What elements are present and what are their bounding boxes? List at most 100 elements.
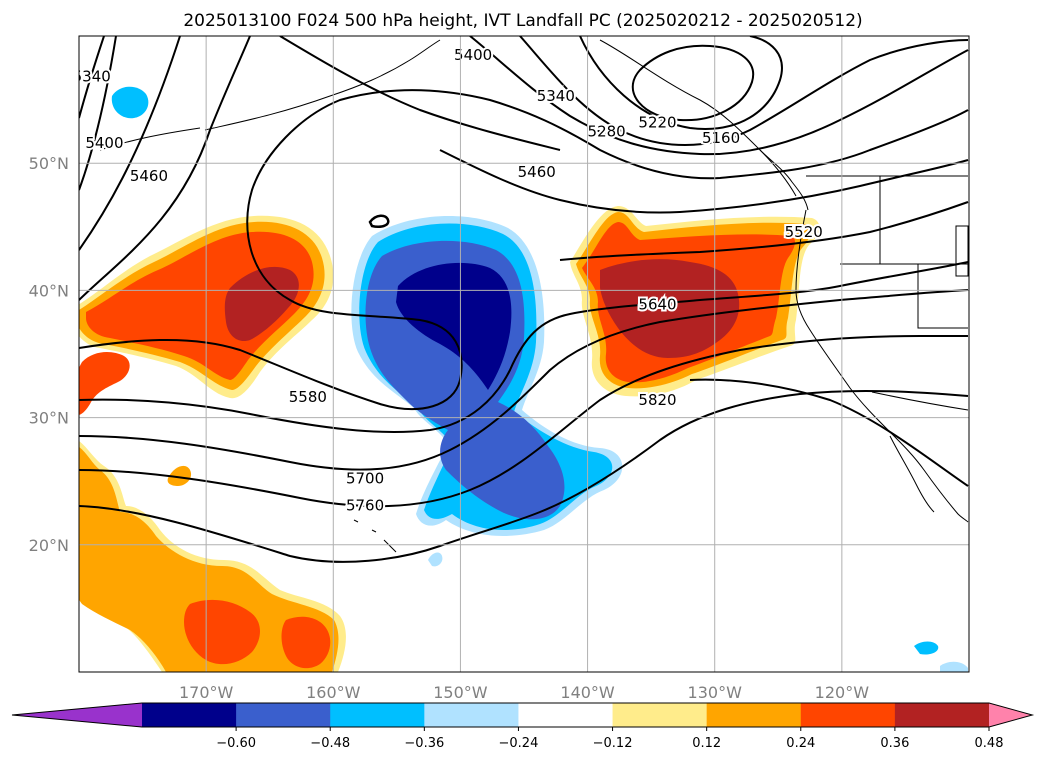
contour-label-text: 5400 — [454, 46, 492, 64]
hawaii-islands — [353, 519, 397, 553]
alaska-coast — [204, 39, 441, 131]
y-tick-label: 50°N — [29, 154, 69, 173]
x-tick-label: 150°W — [433, 683, 488, 702]
contour-5460-w — [79, 36, 181, 251]
contour-5640 — [79, 261, 969, 434]
colorbar-tick-label: 0.36 — [880, 736, 909, 751]
contour-5520-e — [559, 201, 969, 261]
contour-label: 5340 — [535, 85, 577, 107]
y-tick-label: 20°N — [29, 536, 69, 555]
y-tick-label: 30°N — [29, 409, 69, 428]
contour-label: 5280 — [586, 120, 628, 142]
colorbar-segment — [894, 703, 990, 727]
y-axis-ticks: 20°N 30°N 40°N 50°N — [29, 154, 69, 555]
contour-label: 5760 — [344, 494, 386, 516]
contour-5340-w — [79, 36, 105, 119]
contour-label: 5400 — [83, 132, 125, 154]
x-tick-label: 130°W — [688, 683, 743, 702]
contour-label: 5340 — [73, 66, 113, 88]
contour-label-text: 5760 — [346, 496, 384, 514]
x-axis-ticks: 170°W 160°W 150°W 140°W 130°W 120°W — [179, 683, 869, 702]
colorbar-outline — [11, 702, 1035, 728]
contour-label-text: 5820 — [638, 391, 676, 409]
contour-5820 — [79, 389, 969, 563]
contour-label-text: 5280 — [588, 122, 626, 140]
contour-label: 5160 — [700, 127, 742, 149]
state-border-4 — [955, 225, 969, 277]
ivt-contour-pos-036-sw — [184, 599, 260, 665]
contour-labels: 5340 5400 5460 5400 5340 5280 5220 5160 5460 5520… — [73, 44, 825, 516]
contour-label-text: 5340 — [73, 68, 111, 86]
contour-label-text: 5640 — [638, 295, 676, 313]
colorbar-extend-max — [989, 703, 1033, 727]
ivt-contour-neg-024-small2 — [914, 641, 939, 655]
x-tick-label: 140°W — [560, 683, 615, 702]
x-tick-label: 170°W — [179, 683, 234, 702]
colorbar-tick-label: −0.48 — [310, 736, 350, 751]
aleutian-islands — [99, 127, 201, 151]
contour-5160 — [631, 44, 755, 122]
contour-label-text: 5160 — [702, 129, 740, 147]
gridlines — [79, 36, 969, 672]
height-contours — [79, 36, 969, 563]
colorbar-segment — [330, 703, 425, 727]
contour-5760 — [79, 335, 968, 508]
ivt-contour-pos-024-small — [167, 465, 192, 486]
contour-label: 5700 — [344, 468, 386, 490]
colorbar-extend-min — [12, 703, 142, 727]
map-area: 5340 5400 5460 5400 5340 5280 5220 5160 5460 5520… — [73, 36, 969, 672]
colorbar-tick-label: 0.24 — [786, 736, 815, 751]
colorbar-tick-label: −0.36 — [404, 736, 444, 751]
colorbar-tick-label: 0.48 — [975, 736, 1004, 751]
state-border-3 — [917, 264, 968, 329]
contour-5580-main — [79, 89, 969, 411]
contour-label: 5820 — [636, 389, 678, 411]
contour-5520-w — [79, 36, 251, 301]
ivt-contour-pos-036-w — [86, 231, 314, 380]
bc-coast — [759, 149, 809, 211]
contour-label-text: 5580 — [289, 388, 327, 406]
colorbar-tick-label: −0.60 — [216, 736, 256, 751]
colorbar-tick-label: −0.24 — [499, 736, 539, 751]
colorbar-segment — [424, 703, 519, 727]
colorbar-segment — [236, 703, 331, 727]
baja-peninsula — [889, 435, 935, 513]
contour-label-text: 5220 — [638, 113, 676, 131]
colorbar-segment — [706, 703, 802, 727]
contour-label-text: 5700 — [346, 470, 384, 488]
ivt-contour-neg-036-small — [111, 86, 149, 119]
contour-5400-n — [279, 36, 561, 151]
contour-label: 5220 — [636, 111, 678, 133]
island-contour — [368, 214, 390, 228]
contour-label-text: 5340 — [537, 87, 575, 105]
ivt-contour-pos-048-e — [600, 259, 740, 358]
contour-label: 5520 — [783, 221, 825, 243]
colorbar-segment — [612, 703, 708, 727]
ivt-contour-neg-060 — [396, 262, 512, 390]
contour-label: 5580 — [287, 386, 329, 408]
contour-label-text: 5400 — [85, 134, 123, 152]
colorbar-segment — [518, 703, 614, 727]
chart-title: 2025013100 F024 500 hPa height, IVT Land… — [183, 11, 862, 31]
contour-5880 — [689, 378, 969, 487]
contour-label-text: 5520 — [785, 223, 823, 241]
ivt-contour-neg-024-small3 — [940, 661, 968, 672]
contour-5700 — [79, 289, 969, 471]
x-tick-label: 160°W — [306, 683, 361, 702]
contour-5340-n — [469, 36, 969, 156]
contour-label: 5400 — [452, 44, 494, 66]
contour-5280 — [519, 36, 969, 146]
contour-label: 5640 — [636, 293, 678, 315]
colorbar-segment — [142, 703, 237, 727]
contour-label: 5460 — [516, 161, 558, 183]
contour-5460-e — [439, 149, 969, 214]
mexico-border — [871, 391, 969, 411]
y-tick-label: 40°N — [29, 281, 69, 300]
contour-label-text: 5460 — [130, 167, 168, 185]
colorbar-tick-label: −0.12 — [593, 736, 633, 751]
colorbar-tick-label: 0.12 — [692, 736, 721, 751]
colorbar: −0.60 −0.48 −0.36 −0.24 −0.12 0.12 0.24 0.36 0.4… — [11, 702, 1035, 751]
ivt-contour-pos-048-w — [224, 266, 299, 342]
contour-5400-w — [79, 36, 117, 191]
